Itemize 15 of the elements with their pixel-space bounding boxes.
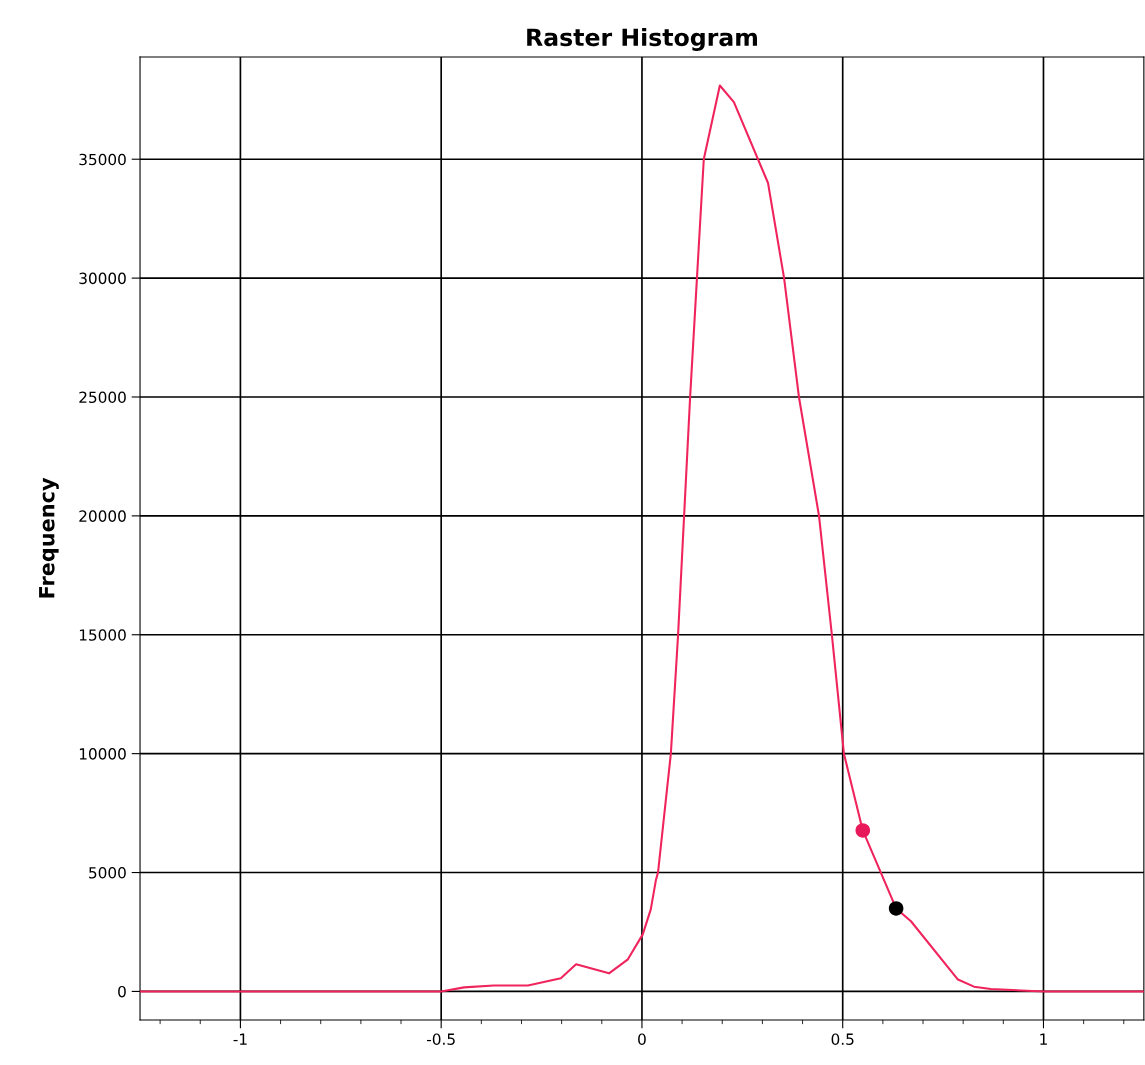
x-tick-label: 1	[1040, 1033, 1047, 1045]
y-tick-label: 25000	[79, 391, 126, 404]
x-tick-label: 0.5	[831, 1033, 854, 1045]
chart-title: Raster Histogram	[527, 27, 757, 51]
x-tick-label: -1	[233, 1033, 247, 1045]
x-tick-label: -0.5	[427, 1033, 455, 1045]
y-axis-title: Frequency	[39, 477, 59, 598]
y-tick-label: 35000	[79, 153, 126, 166]
y-tick-label: 20000	[79, 510, 126, 522]
y-tick-label: 5000	[89, 867, 126, 879]
x-tick-label: 0	[638, 1033, 646, 1045]
y-tick-label: 30000	[79, 272, 126, 285]
y-tick-label: 15000	[79, 629, 126, 641]
y-tick-label: 10000	[79, 748, 126, 760]
y-tick-label: 0	[118, 985, 126, 998]
